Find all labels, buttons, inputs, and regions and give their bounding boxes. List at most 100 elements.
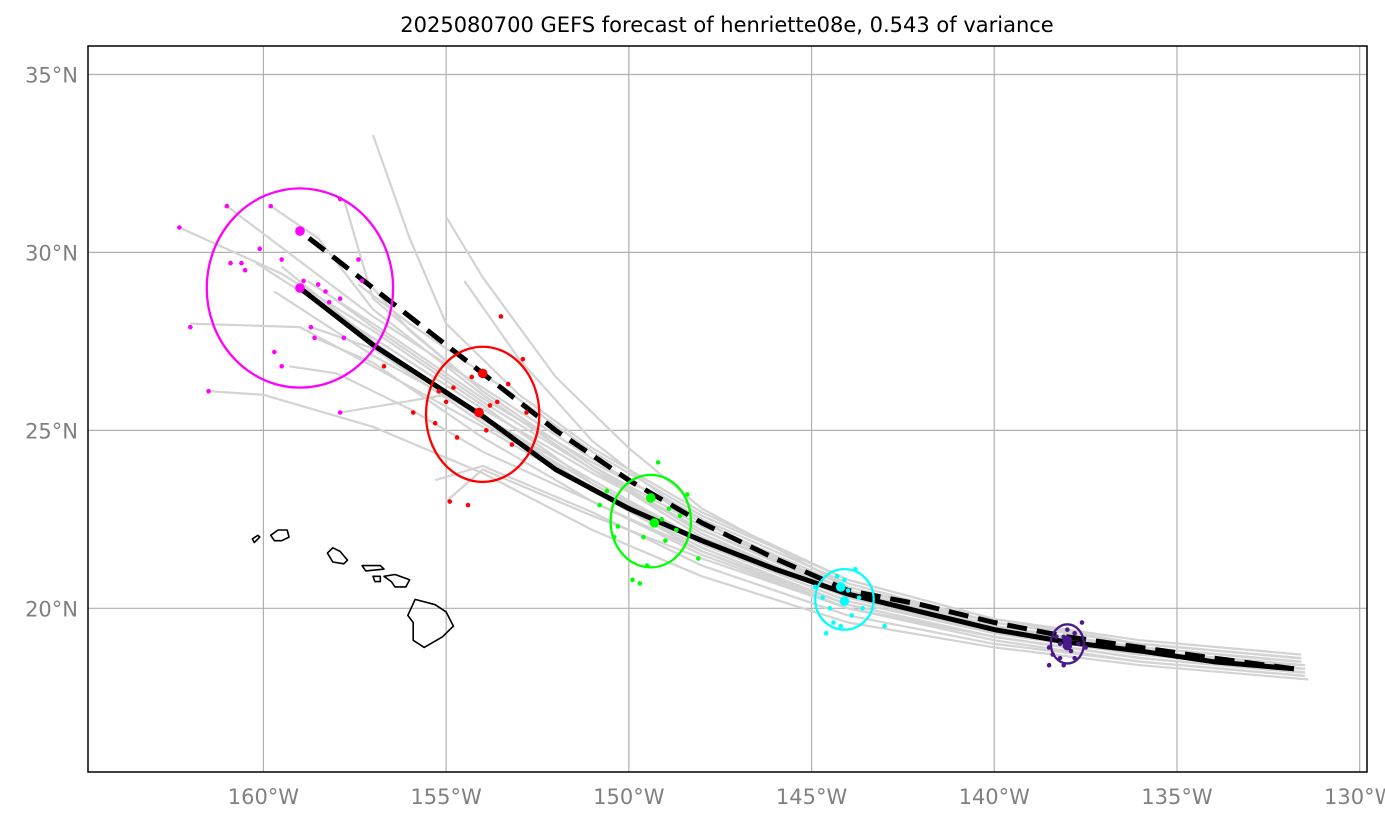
mean-position-dot xyxy=(835,582,846,592)
member-position-dot xyxy=(257,246,263,252)
uncertainty-ellipse xyxy=(1049,623,1085,665)
ensemble-mean-track-dashed xyxy=(298,229,1295,672)
member-position-dot xyxy=(484,428,489,433)
mean-tracks xyxy=(298,229,1295,672)
member-position-dot xyxy=(695,556,701,561)
ensemble-track-line xyxy=(178,226,1305,670)
lat-tick-label: 35°N xyxy=(25,63,78,87)
lon-tick-label: 135°W xyxy=(1141,785,1213,809)
lon-tick-label: 155°W xyxy=(410,785,482,809)
mean-position-dot xyxy=(474,407,484,418)
island-kauai xyxy=(269,529,290,542)
member-position-dot xyxy=(882,623,887,629)
lon-tick-label: 140°W xyxy=(959,785,1031,809)
member-position-dot xyxy=(381,363,387,369)
mean-position-dot xyxy=(477,368,488,379)
member-position-dot xyxy=(856,595,862,600)
member-position-dot xyxy=(410,410,416,415)
member-position-dot xyxy=(834,573,840,579)
plot-frame xyxy=(87,45,1368,773)
member-position-dot xyxy=(356,257,361,262)
mean-position-dot xyxy=(295,226,305,236)
member-position-dot xyxy=(520,356,526,362)
member-position-dot xyxy=(469,374,475,380)
member-position-dot xyxy=(323,289,328,294)
plot-area xyxy=(177,134,1309,681)
uncertainty-ellipse xyxy=(814,567,875,631)
island-niihau-kauai xyxy=(251,534,261,544)
member-position-dot xyxy=(674,527,679,533)
member-position-dot xyxy=(524,410,529,415)
mean-position-dot xyxy=(645,493,656,503)
member-position-dot xyxy=(487,403,493,408)
member-position-dot xyxy=(268,203,274,209)
uncertainty-ellipse xyxy=(205,187,395,389)
member-position-dot xyxy=(860,605,866,611)
member-position-dot xyxy=(820,595,825,600)
member-position-dot xyxy=(498,314,504,319)
member-position-dot xyxy=(326,299,332,305)
ensemble-track-line xyxy=(339,393,1305,674)
member-position-dot xyxy=(239,260,244,266)
member-position-dot xyxy=(301,278,306,284)
uncertainty-ellipse xyxy=(424,345,541,484)
member-position-dot xyxy=(615,524,621,529)
member-position-dot xyxy=(177,225,182,230)
member-position-dot xyxy=(188,324,193,330)
member-position-dot xyxy=(242,267,248,273)
member-position-dot xyxy=(659,517,665,522)
ensemble-track-line xyxy=(357,283,1302,660)
member-position-dot xyxy=(279,363,284,369)
member-position-dot xyxy=(685,492,690,497)
mean-position-dot xyxy=(1062,640,1073,651)
member-position-dot xyxy=(842,577,847,583)
island-maui xyxy=(383,573,411,588)
member-position-dot xyxy=(341,335,347,341)
member-position-dot xyxy=(359,278,365,284)
member-position-dot xyxy=(849,613,855,618)
mean-position-dot xyxy=(649,518,660,528)
member-position-dot xyxy=(451,385,456,390)
ensemble-mean-track xyxy=(298,286,1295,672)
mean-position-dot xyxy=(839,596,850,606)
island-oahu xyxy=(326,546,349,565)
graticule xyxy=(88,46,1367,772)
lon-tick-label: 145°W xyxy=(776,785,848,809)
member-position-dot xyxy=(443,399,449,405)
member-position-dot xyxy=(494,399,500,405)
ensemble-track-line xyxy=(208,390,1309,681)
member-position-dot xyxy=(1065,627,1070,632)
member-position-dot xyxy=(279,257,284,262)
member-position-dot xyxy=(666,506,672,511)
hawaii-coastline xyxy=(251,529,455,649)
member-position-dot xyxy=(827,605,833,611)
island-big-island xyxy=(406,598,455,649)
member-position-dot xyxy=(312,335,317,341)
member-position-dot xyxy=(436,388,442,394)
member-position-dot xyxy=(1079,620,1085,625)
member-position-dot xyxy=(637,581,643,586)
lon-tick-label: 160°W xyxy=(228,785,300,809)
member-position-dot xyxy=(432,420,438,426)
member-position-dot xyxy=(1076,641,1081,647)
member-position-dot xyxy=(465,502,471,508)
member-position-dot xyxy=(308,324,314,330)
ensemble-track-line xyxy=(190,322,1305,674)
member-position-dot xyxy=(630,577,635,583)
ensemble-track-line xyxy=(328,294,1298,663)
member-position-dot xyxy=(337,296,343,301)
ensemble-track-line xyxy=(445,468,1305,677)
mean-position-dot xyxy=(295,283,305,293)
member-position-dot xyxy=(1054,634,1059,640)
ensemble-track-line xyxy=(306,279,1298,660)
member-position-dot xyxy=(206,388,211,394)
lon-tick-label: 130°W xyxy=(1324,785,1385,809)
member-position-dot xyxy=(845,588,851,593)
map-title: 2025080700 GEFS forecast of henriette08e… xyxy=(400,13,1053,37)
island-lanai xyxy=(372,575,382,583)
member-position-dot xyxy=(1072,630,1077,636)
ensemble-track-line xyxy=(273,290,1305,670)
member-position-dot xyxy=(604,488,610,494)
ensemble-track-line xyxy=(310,326,1302,670)
